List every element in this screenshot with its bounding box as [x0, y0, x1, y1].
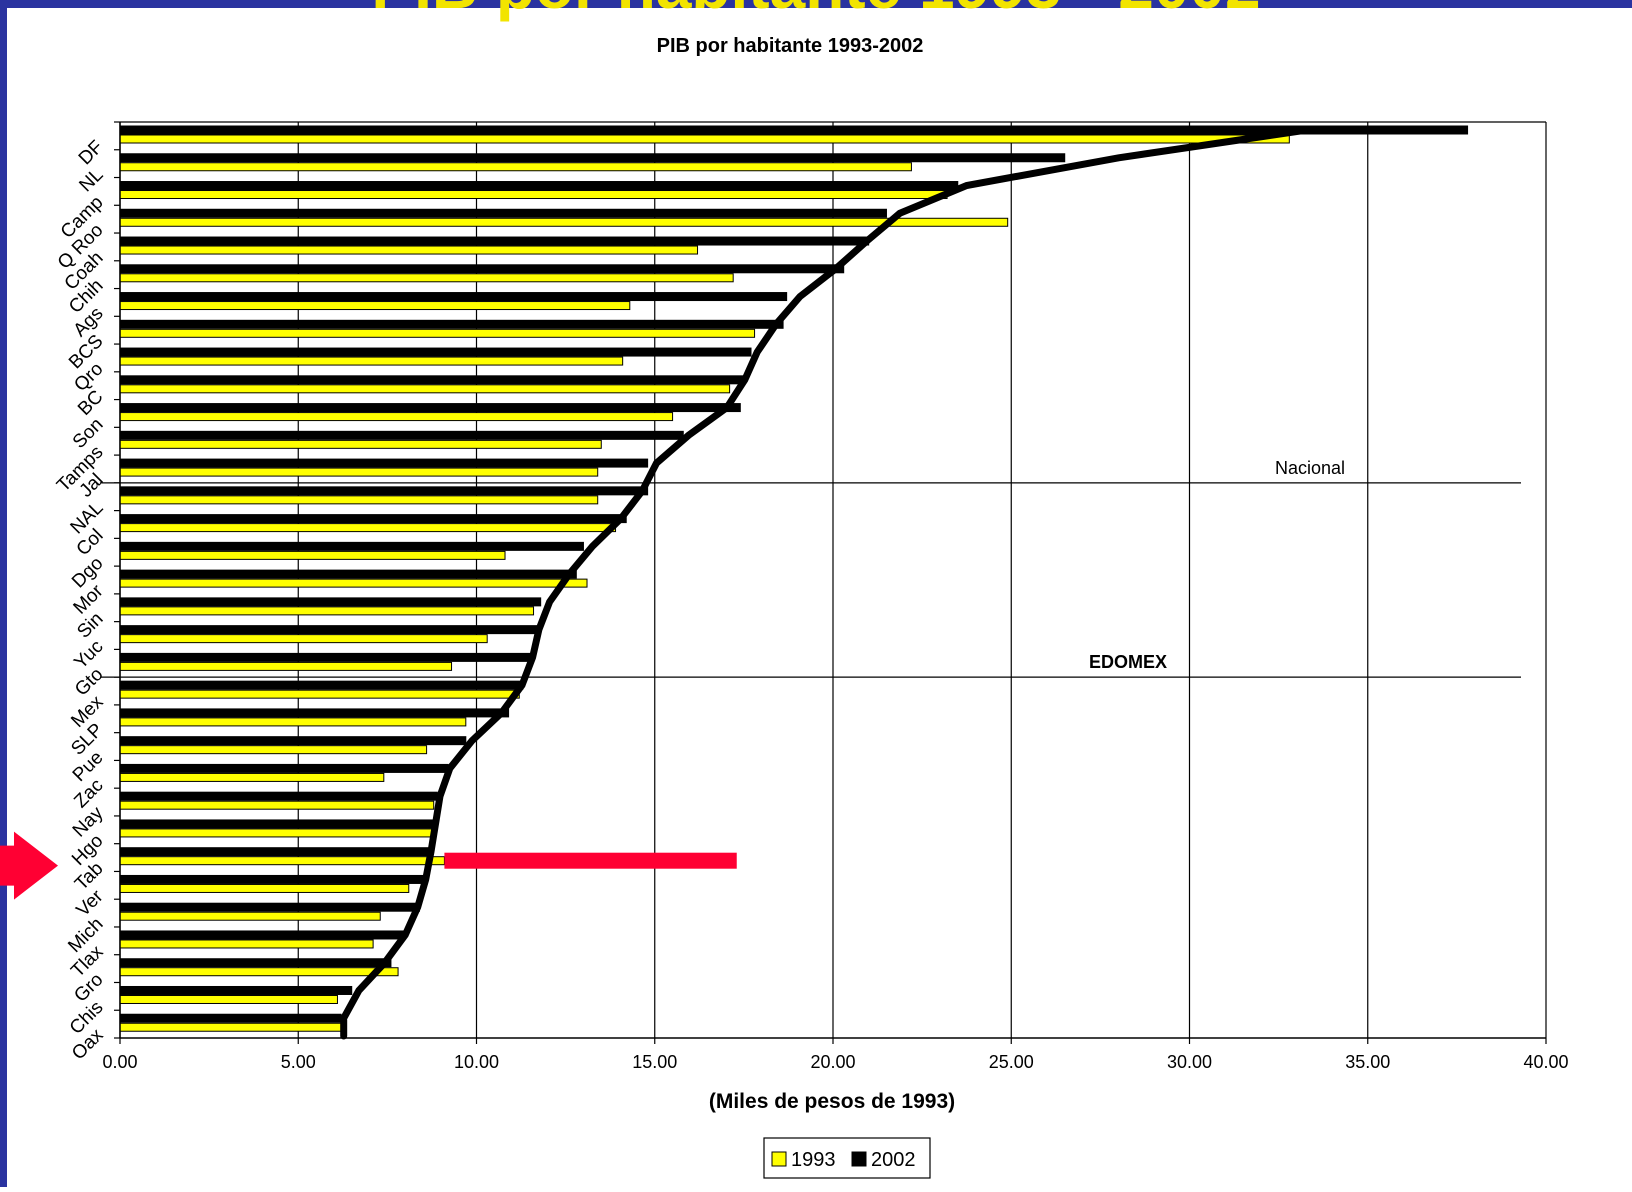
bar-1993-SLP: [119, 717, 467, 727]
bar-1993-Ver: [119, 883, 410, 893]
bar-2002-Ver: [119, 874, 428, 884]
bar-2002-Tamps: [119, 430, 684, 440]
legend: 1993 2002: [763, 1137, 931, 1179]
x-tick-label: 35.00: [1345, 1052, 1390, 1072]
bar-2002-Coah: [119, 236, 870, 246]
highlight-arrow: [0, 831, 58, 900]
bar-1993-BCS: [119, 328, 756, 338]
bar-2002-Mich: [119, 902, 420, 912]
bar-2002-Tlax: [119, 930, 406, 940]
bar-1993-Gro: [119, 967, 399, 977]
x-tick-label: 0.00: [102, 1052, 137, 1072]
bar-1993-Mex: [119, 689, 520, 699]
bar-1993-Oax: [119, 1022, 342, 1032]
x-tick-label: 40.00: [1523, 1052, 1568, 1072]
reference-lines: Nacional EDOMEX: [100, 458, 1521, 678]
y-tick-label-NL: NL: [76, 164, 108, 196]
y-tick-label-DF: DF: [75, 137, 108, 170]
x-tick-label: 20.00: [810, 1052, 855, 1072]
bar-2002-Gto: [119, 652, 535, 662]
trend-curve: [340, 126, 1311, 1040]
legend-box: [763, 1137, 931, 1179]
bar-1993-Ags: [119, 301, 631, 311]
bar-2002-NAL: [119, 486, 649, 496]
bar-2002-Chih: [119, 264, 845, 274]
x-tick-label: 15.00: [632, 1052, 677, 1072]
bar-1993-Hgo: [119, 828, 435, 838]
x-tick-label: 10.00: [454, 1052, 499, 1072]
bar-2002-Sin: [119, 597, 542, 607]
bar-2002-Chis: [119, 985, 353, 995]
highlight-bar: [444, 852, 737, 869]
bar-2002-SLP: [119, 708, 510, 718]
legend-label-1993: 1993: [791, 1149, 836, 1171]
bar-1993-Coah: [119, 245, 699, 255]
bar-2002-Yuc: [119, 625, 542, 635]
bar-2002-Son: [119, 403, 741, 413]
bar-1993-Tamps: [119, 439, 602, 449]
bar-1993-Sin: [119, 606, 535, 616]
bar-2002-NL: [119, 153, 1066, 163]
bar-2002-Jal: [119, 458, 649, 468]
legend-swatch-1993: [771, 1151, 787, 1167]
bar-2002-Hgo: [119, 819, 438, 829]
bar-1993-Yuc: [119, 634, 488, 644]
bar-1993-NL: [119, 162, 912, 172]
bar-2002-Mor: [119, 569, 577, 579]
bar-1993-Camp: [119, 190, 948, 200]
bar-1993-Chis: [119, 994, 338, 1004]
bar-1993-Nay: [119, 800, 435, 810]
bar-1993-DF: [119, 134, 1290, 144]
bar-2002-Ags: [119, 292, 788, 302]
bar-1993-Qro: [119, 356, 624, 366]
highlight-marker: [0, 831, 737, 900]
bar-2002-Q Roo: [119, 208, 887, 218]
bar-2002-Camp: [119, 181, 959, 191]
bar-2002-Col: [119, 514, 627, 524]
reference-line-label: EDOMEX: [1089, 652, 1167, 672]
bar-1993-Jal: [119, 467, 599, 477]
x-tick-label: 25.00: [989, 1052, 1034, 1072]
bar-1993-Q Roo: [119, 217, 1009, 227]
bar-1993-Pue: [119, 745, 428, 755]
bar-2002-Nay: [119, 791, 438, 801]
bar-1993-Mich: [119, 911, 381, 921]
bar-1993-Tab: [119, 856, 445, 866]
bar-2002-Zac: [119, 763, 449, 773]
bar-1993-Mor: [119, 578, 588, 588]
frame-left-border: [0, 0, 7, 1187]
bar-1993-NAL: [119, 495, 599, 505]
bar-1993-Col: [119, 523, 617, 533]
bar-1993-Tlax: [119, 939, 374, 949]
x-tick-label: 30.00: [1167, 1052, 1212, 1072]
bar-1993-Son: [119, 412, 674, 422]
bar-2002-Pue: [119, 736, 467, 746]
bar-2002-Dgo: [119, 541, 584, 551]
legend-label-2002: 2002: [871, 1149, 916, 1171]
bar-2002-Mex: [119, 680, 524, 690]
bar-2002-BC: [119, 375, 745, 385]
bar-2002-Tab: [119, 847, 431, 857]
bar-1993-Dgo: [119, 550, 506, 560]
legend-swatch-2002: [851, 1151, 867, 1167]
x-axis-label: (Miles de pesos de 1993): [709, 1090, 955, 1113]
frame-top-border: [0, 0, 1632, 8]
bar-1993-BC: [119, 384, 731, 394]
bar-2002-Oax: [119, 1013, 342, 1023]
x-axis: 0.00 5.00 10.00 15.00 20.00 25.00 30.00 35.00 40…: [102, 1037, 1569, 1072]
bar-1993-Chih: [119, 273, 734, 283]
slide-banner-title: PIB por habitante 1993 - 2002: [371, 0, 1260, 22]
bar-1993-Gto: [119, 661, 453, 671]
bar-1993-Zac: [119, 772, 385, 782]
chart-title: PIB por habitante 1993-2002: [657, 35, 924, 57]
bar-2002-BCS: [119, 319, 784, 329]
reference-line-label: Nacional: [1275, 458, 1345, 478]
x-tick-label: 5.00: [281, 1052, 316, 1072]
bar-2002-Gro: [119, 958, 392, 968]
bar-2002-Qro: [119, 347, 752, 357]
